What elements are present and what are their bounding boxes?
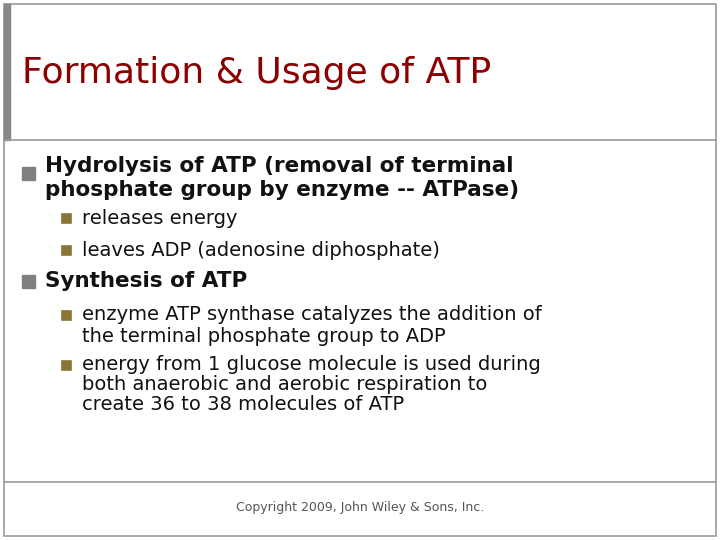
FancyBboxPatch shape: [62, 214, 71, 223]
FancyBboxPatch shape: [62, 361, 71, 370]
Text: leaves ADP (adenosine diphosphate): leaves ADP (adenosine diphosphate): [82, 240, 440, 260]
Text: releases energy: releases energy: [82, 208, 238, 227]
Text: Synthesis of ATP: Synthesis of ATP: [45, 271, 247, 291]
Text: the terminal phosphate group to ADP: the terminal phosphate group to ADP: [82, 327, 446, 347]
Text: energy from 1 glucose molecule is used during: energy from 1 glucose molecule is used d…: [82, 355, 541, 375]
Bar: [4, 4, 10, 140]
Text: enzyme ATP synthase catalyzes the addition of: enzyme ATP synthase catalyzes the additi…: [82, 306, 541, 325]
Text: phosphate group by enzyme -- ATPase): phosphate group by enzyme -- ATPase): [45, 180, 519, 200]
FancyBboxPatch shape: [62, 311, 71, 320]
Text: Copyright 2009, John Wiley & Sons, Inc.: Copyright 2009, John Wiley & Sons, Inc.: [236, 502, 484, 515]
Bar: [22, 167, 35, 180]
Text: Formation & Usage of ATP: Formation & Usage of ATP: [22, 56, 491, 90]
Text: Hydrolysis of ATP (removal of terminal: Hydrolysis of ATP (removal of terminal: [45, 156, 513, 176]
Text: both anaerobic and aerobic respiration to: both anaerobic and aerobic respiration t…: [82, 375, 487, 395]
FancyBboxPatch shape: [62, 246, 71, 255]
Text: create 36 to 38 molecules of ATP: create 36 to 38 molecules of ATP: [82, 395, 404, 415]
Bar: [22, 275, 35, 288]
